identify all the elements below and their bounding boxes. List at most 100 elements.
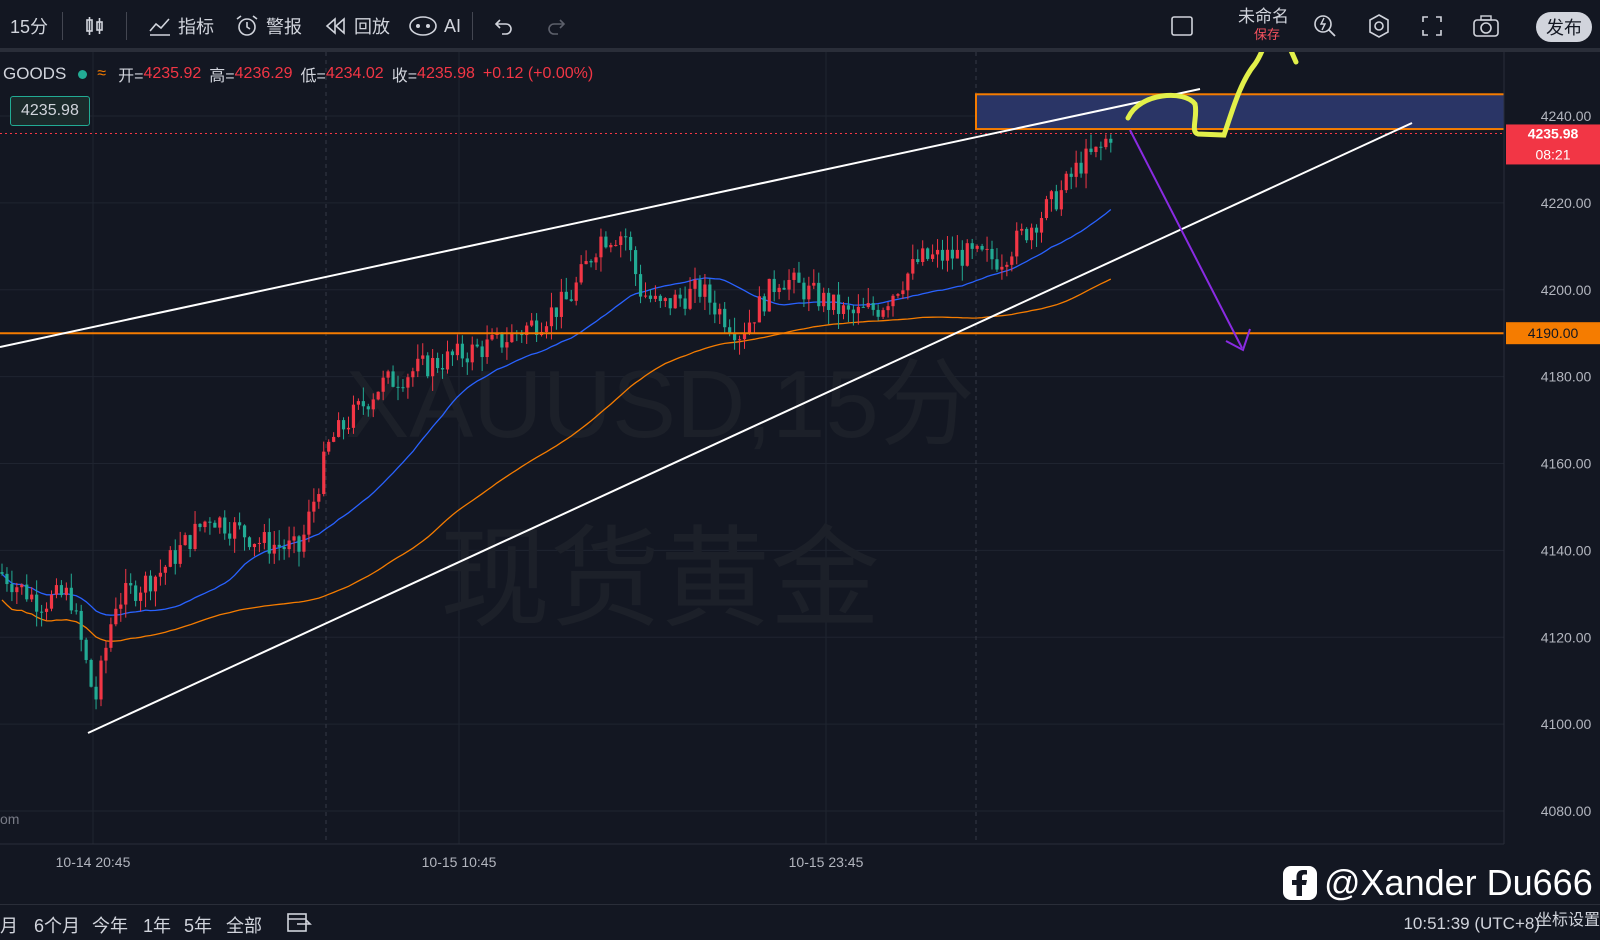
price-tick-label: 4180.00 (1541, 369, 1592, 385)
bar-countdown-label: 08:21 (1535, 146, 1570, 162)
redo-button[interactable] (546, 12, 568, 40)
candle-body (1059, 190, 1063, 210)
candle-body (337, 420, 341, 437)
candle-body (1030, 227, 1034, 241)
candle-body (569, 299, 573, 301)
camera-icon (1472, 14, 1500, 38)
range-button[interactable]: 今年 (92, 912, 128, 938)
high-label: 高= (209, 68, 235, 85)
ma-fast-line (1, 209, 1112, 616)
candle-body (708, 284, 712, 303)
candle-body (49, 594, 54, 609)
range-button[interactable]: 1年 (143, 912, 171, 938)
date-range-button[interactable] (286, 910, 312, 939)
candle-body (64, 587, 68, 596)
upper-trendline[interactable] (0, 88, 1201, 348)
price-tick-label: 4200.00 (1541, 282, 1592, 298)
candle-body (609, 245, 613, 248)
rewind-icon (324, 15, 348, 37)
candle-body (94, 686, 98, 700)
candle-body (183, 535, 187, 546)
author-credit: @Xander Du666 (1324, 862, 1593, 903)
alerts-button[interactable]: 警报 (234, 12, 302, 40)
candle-body (361, 401, 365, 407)
candle-body (678, 294, 682, 299)
ai-button[interactable]: AI (408, 12, 461, 40)
candle-body (599, 236, 603, 258)
indicators-button[interactable]: 指标 (148, 12, 214, 40)
candle-body (728, 327, 732, 333)
candle-body (460, 343, 464, 359)
gear-icon (1366, 13, 1392, 39)
replay-button[interactable]: 回放 (324, 12, 390, 40)
left-edge-label: om (0, 811, 19, 827)
range-button[interactable]: 5年 (184, 912, 212, 938)
candle-body (673, 294, 677, 309)
candle-body (20, 584, 24, 588)
candle-body (604, 236, 608, 248)
symbol-name[interactable]: GOODS (3, 64, 67, 83)
candle-body (252, 543, 257, 548)
layout-name[interactable]: 未命名 保存 (1238, 8, 1289, 44)
low-label: 低= (300, 68, 326, 85)
candle-body (1010, 256, 1014, 265)
range-button[interactable]: 6个月 (34, 912, 80, 938)
range-button[interactable]: 月 (0, 912, 18, 938)
candle-body (634, 250, 638, 275)
candle-body (475, 344, 479, 347)
candle-body (782, 287, 786, 290)
candle-body (79, 610, 83, 640)
interval-button[interactable]: 15分 (10, 12, 48, 40)
fullscreen-button[interactable] (1420, 12, 1444, 40)
candle-body (158, 572, 162, 577)
candle-body (737, 339, 742, 341)
current-price-box[interactable]: 4235.98 (10, 96, 90, 126)
candle-body (312, 501, 316, 512)
publish-button[interactable]: 发布 (1536, 12, 1592, 42)
time-tick-label: 10-15 10:45 (422, 854, 497, 870)
candle-body (554, 307, 558, 317)
open-value: 4235.92 (143, 65, 202, 82)
utc-clock[interactable]: 10:51:39 (UTC+8) (1403, 914, 1540, 934)
candle-body (584, 261, 588, 265)
candle-body (653, 295, 657, 299)
candle-body (445, 351, 450, 370)
axis-settings-button[interactable]: 坐标设置 (1536, 906, 1600, 930)
candle-body (579, 264, 583, 283)
candle-body (1109, 138, 1113, 143)
candle-body (381, 377, 385, 392)
candle-body (1005, 264, 1009, 267)
undo-button[interactable] (492, 12, 514, 40)
axis-settings-label: 坐标设置 (1535, 912, 1600, 929)
resistance-zone-rectangle[interactable] (975, 93, 1525, 131)
screenshot-button[interactable] (1472, 12, 1500, 40)
current-price-value: 4235.98 (21, 102, 79, 119)
candle-body (703, 284, 707, 297)
candle-body (44, 608, 49, 612)
candle-body (69, 587, 73, 611)
layout-button[interactable] (1170, 12, 1194, 40)
candle-body (89, 659, 93, 687)
candle-body (109, 624, 113, 648)
candle-body (549, 307, 554, 327)
candle-body (297, 536, 301, 552)
candle-body (1069, 173, 1073, 177)
market-status-dot (78, 69, 88, 79)
settings-button[interactable] (1366, 12, 1392, 40)
candle-body (688, 288, 692, 309)
candles (0, 134, 1113, 710)
candle-body (505, 342, 509, 348)
candle-body (277, 544, 281, 547)
range-button[interactable]: 全部 (226, 912, 262, 938)
candle-body (871, 303, 875, 310)
lower-trendline[interactable] (87, 122, 1413, 734)
chart-type-button[interactable] (84, 12, 106, 40)
close-label: 收= (391, 68, 418, 85)
candle-body (683, 298, 687, 309)
top-toolbar: 15分 指标 警报 回放 AI (0, 0, 1600, 52)
layout-save-label: 保存 (1254, 27, 1281, 42)
candle-body (411, 371, 415, 378)
ohlc-legend: GOODS ≈ 开= 4235.92 高= 4236.29 低= 4234.02… (0, 62, 601, 86)
quick-search-button[interactable] (1312, 12, 1338, 40)
